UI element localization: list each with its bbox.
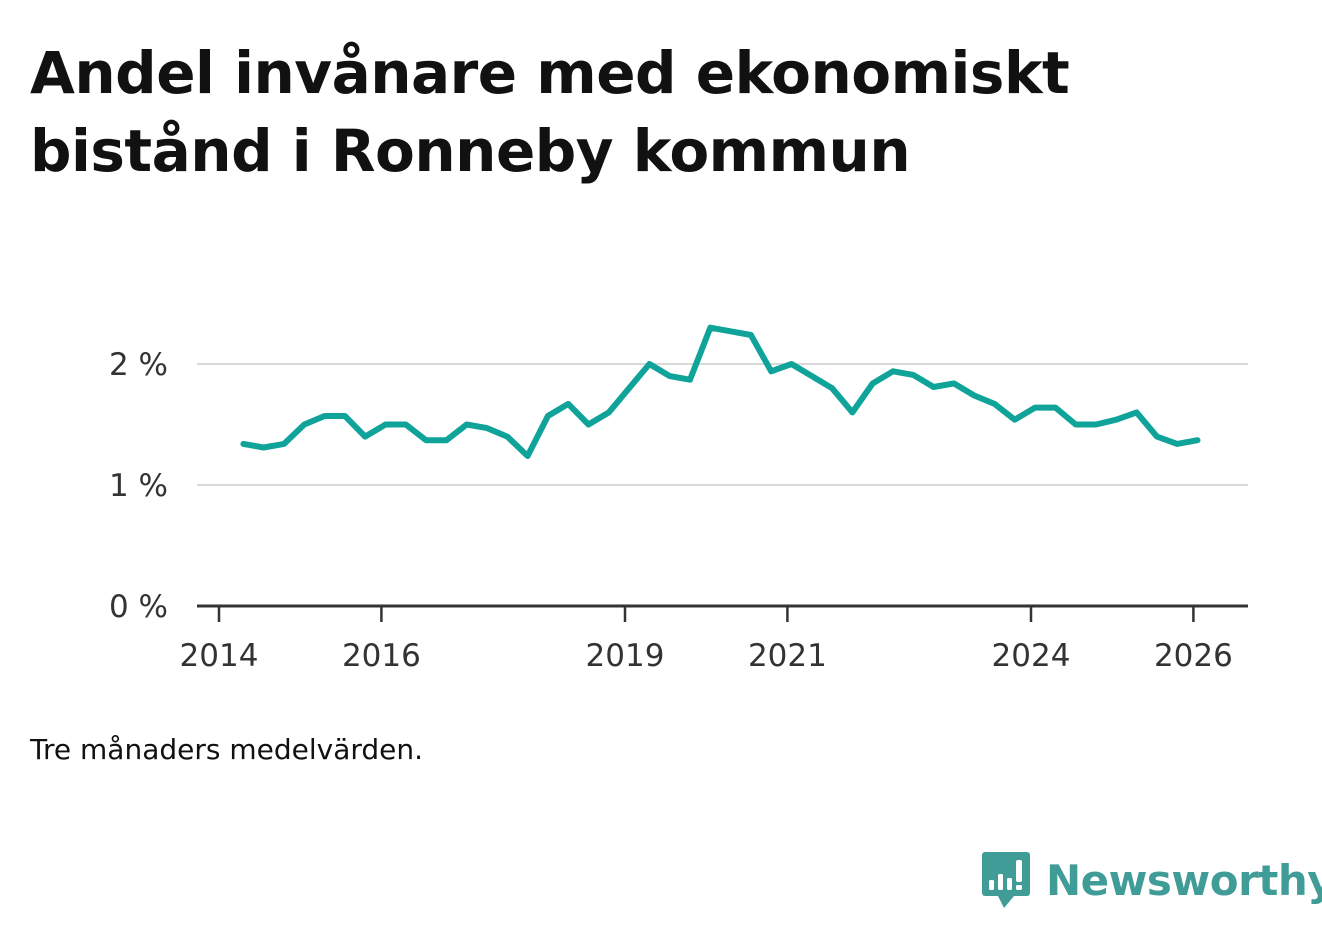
x-tick-label: 2026 bbox=[1154, 638, 1233, 674]
line-chart: 0 % 1 % 2 % 2014 2016 2019 2021 2024 2026 bbox=[109, 324, 1248, 674]
x-tick-label: 2024 bbox=[992, 638, 1071, 674]
x-tick-label: 2016 bbox=[342, 638, 421, 674]
y-tick-label: 2 % bbox=[109, 347, 168, 383]
y-axis-ticks: 0 % 1 % 2 % bbox=[109, 347, 168, 625]
x-tick-label: 2014 bbox=[180, 638, 259, 674]
brand-name: Newsworthy bbox=[1046, 855, 1322, 905]
y-tick-label: 1 % bbox=[109, 468, 168, 504]
chart-speech-bubble-icon bbox=[982, 852, 1030, 908]
x-tick-label: 2021 bbox=[748, 638, 827, 674]
gridlines bbox=[197, 363, 1248, 486]
newsworthy-logo[interactable]: Newsworthy bbox=[980, 850, 1322, 910]
chart-note: Tre månaders medelvärden. bbox=[30, 733, 424, 766]
series-line bbox=[240, 324, 1201, 459]
y-tick-label: 0 % bbox=[109, 589, 168, 625]
chart-title: Andel invånare med ekonomiskt bistånd i … bbox=[30, 39, 1070, 185]
x-axis-ticks: 2014 2016 2019 2021 2024 2026 bbox=[180, 606, 1233, 674]
x-tick-label: 2019 bbox=[586, 638, 665, 674]
